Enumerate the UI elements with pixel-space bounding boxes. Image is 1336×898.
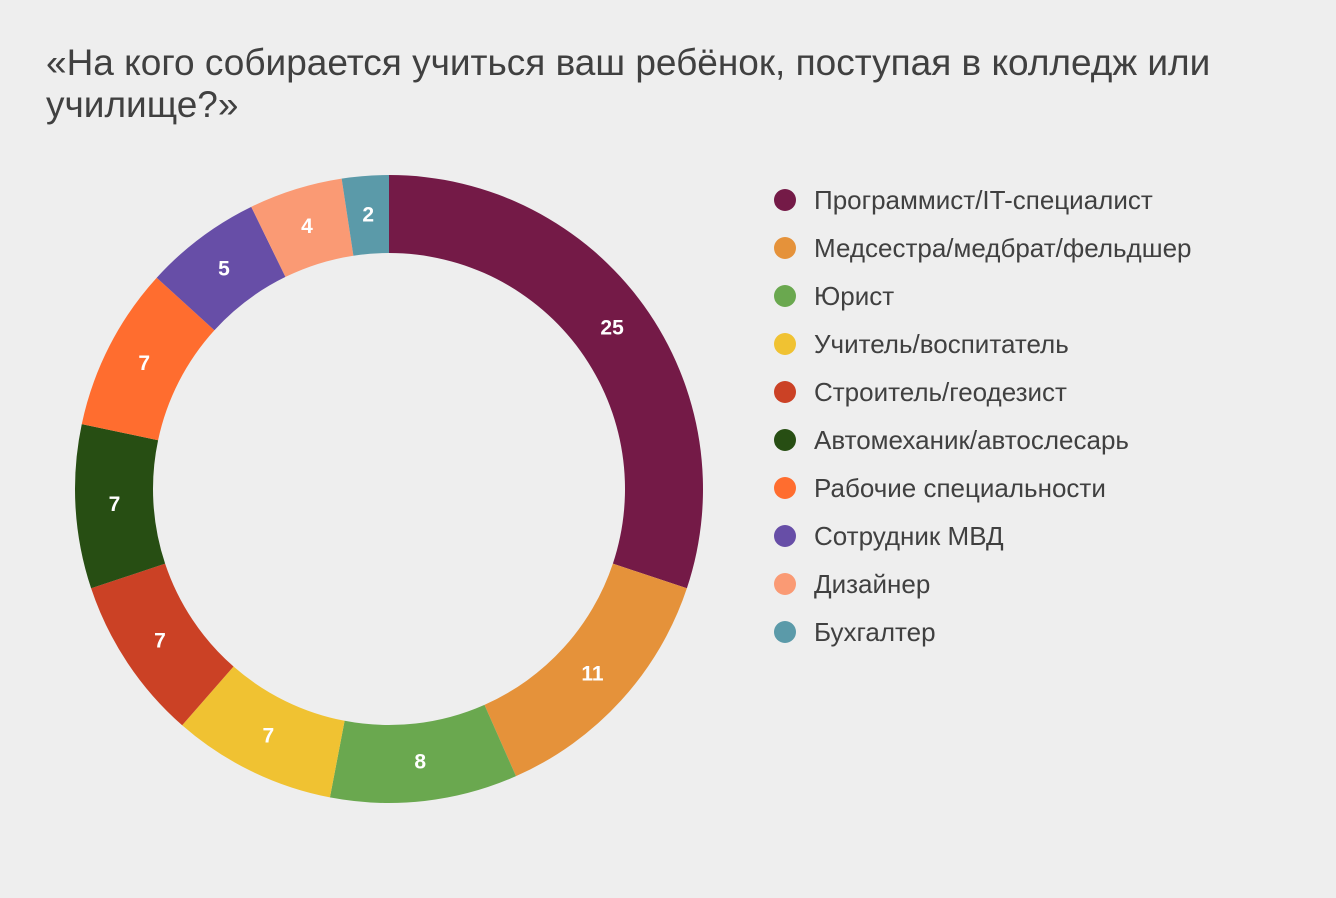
slice-value-label: 7 xyxy=(263,725,275,748)
legend-label: Дизайнер xyxy=(814,568,931,599)
legend-swatch xyxy=(774,237,796,259)
donut-slice[interactable] xyxy=(156,206,286,331)
legend-label: Программист/IT-специалист xyxy=(814,184,1153,215)
slice-value-label: 11 xyxy=(581,663,604,686)
donut-slice[interactable] xyxy=(341,175,389,256)
legend-swatch xyxy=(774,381,796,403)
legend-swatch xyxy=(774,573,796,595)
legend-swatch xyxy=(774,429,796,451)
donut-slice[interactable] xyxy=(81,277,215,441)
legend-swatch xyxy=(774,189,796,211)
legend-label: Бухгалтер xyxy=(814,616,936,647)
donut-slice[interactable] xyxy=(484,563,687,777)
legend-swatch xyxy=(774,285,796,307)
legend-item[interactable]: Медсестра/медбрат/фельдшер xyxy=(774,224,1191,272)
slice-value-label: 7 xyxy=(138,352,150,375)
legend-swatch xyxy=(774,621,796,643)
legend-label: Юрист xyxy=(814,280,895,311)
donut-slice[interactable] xyxy=(75,424,166,589)
legend-item[interactable]: Сотрудник МВД xyxy=(774,512,1191,560)
legend-item[interactable]: Рабочие специальности xyxy=(774,464,1191,512)
legend-swatch xyxy=(774,477,796,499)
chart-title: «На кого собирается учиться ваш ребёнок,… xyxy=(46,42,1211,125)
legend-item[interactable]: Учитель/воспитатель xyxy=(774,320,1191,368)
legend-item[interactable]: Юрист xyxy=(774,272,1191,320)
legend-swatch xyxy=(774,525,796,547)
slice-value-label: 25 xyxy=(600,317,624,340)
legend-item[interactable]: Строитель/геодезист xyxy=(774,368,1191,416)
legend-label: Медсестра/медбрат/фельдшер xyxy=(814,232,1192,263)
legend-label: Рабочие специальности xyxy=(814,472,1106,503)
legend-label: Сотрудник МВД xyxy=(814,520,1004,551)
slice-value-label: 7 xyxy=(109,493,121,516)
donut-chart: 25 11 8 7 7 7 7 5 4 2 xyxy=(75,175,703,803)
slice-value-label: 7 xyxy=(154,630,166,653)
slice-value-label: 5 xyxy=(218,257,230,280)
legend-label: Строитель/геодезист xyxy=(814,376,1067,407)
slice-value-label: 4 xyxy=(301,215,313,238)
donut-slice[interactable] xyxy=(251,178,354,277)
legend-swatch xyxy=(774,333,796,355)
chart-legend: Программист/IT-специалист Медсестра/медбр… xyxy=(774,176,1191,656)
donut-slice[interactable] xyxy=(389,175,703,589)
donut-slice[interactable] xyxy=(91,563,234,726)
donut-slice[interactable] xyxy=(182,666,345,798)
legend-item[interactable]: Программист/IT-специалист xyxy=(774,176,1191,224)
legend-label: Учитель/воспитатель xyxy=(814,328,1069,359)
legend-item[interactable]: Дизайнер xyxy=(774,560,1191,608)
legend-label: Автомеханик/автослесарь xyxy=(814,424,1129,455)
donut-slice[interactable] xyxy=(329,704,516,803)
legend-item[interactable]: Автомеханик/автослесарь xyxy=(774,416,1191,464)
slice-value-label: 8 xyxy=(414,751,426,774)
slice-value-label: 2 xyxy=(362,203,374,226)
legend-item[interactable]: Бухгалтер xyxy=(774,608,1191,656)
